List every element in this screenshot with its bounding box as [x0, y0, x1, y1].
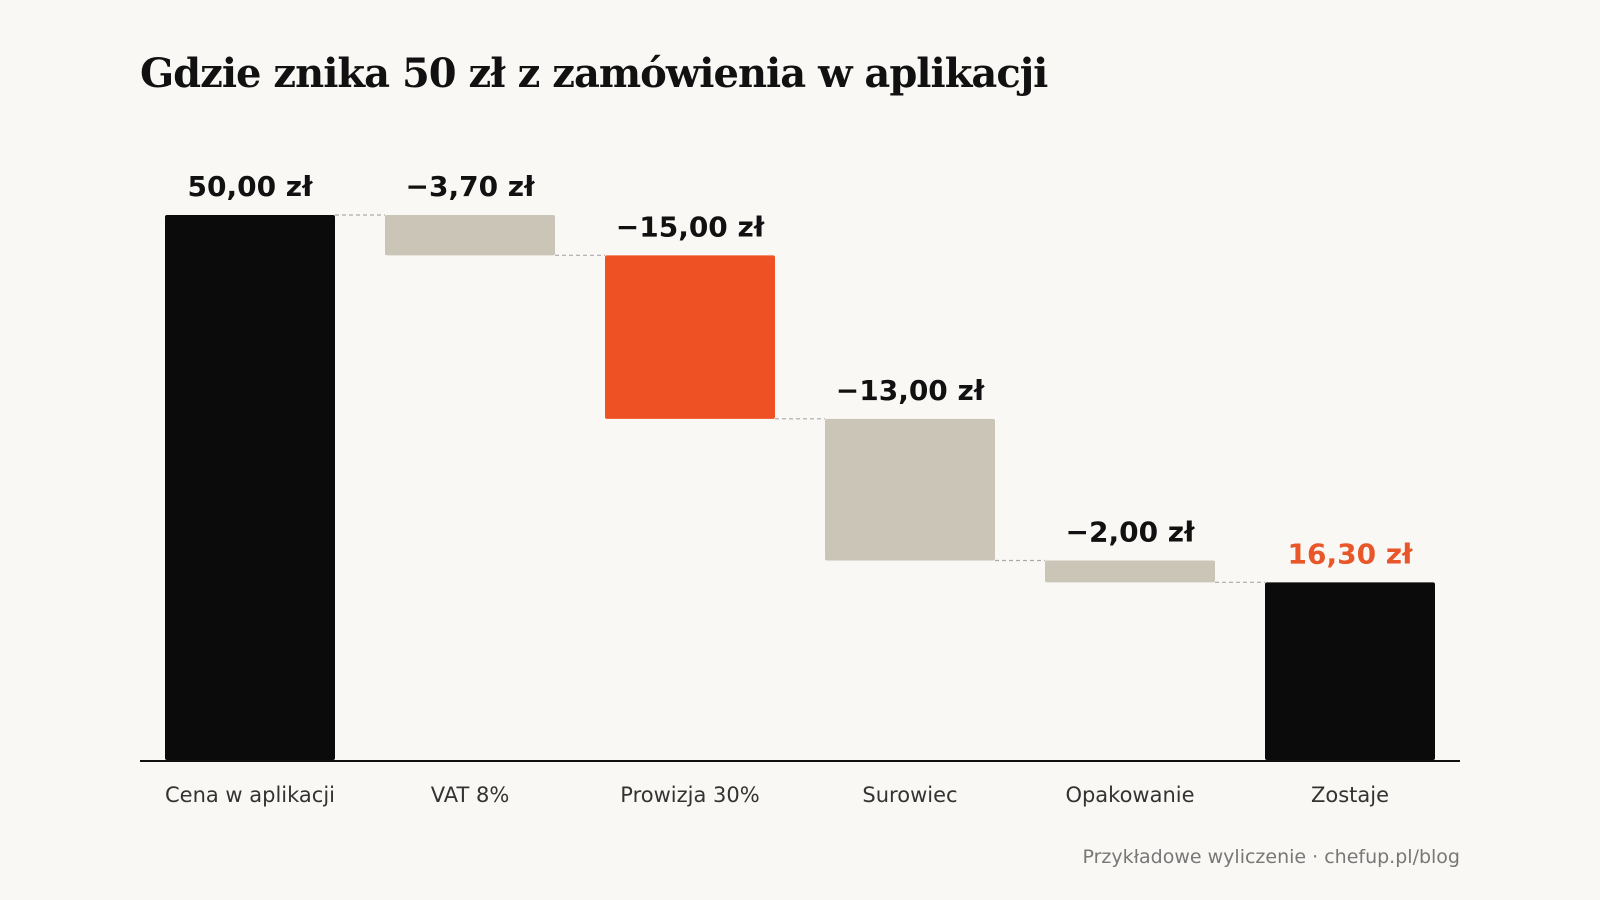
chart-title: Gdzie znika 50 zł z zamówienia w aplikac…	[140, 50, 1048, 97]
value-label: −15,00 zł	[616, 210, 765, 243]
category-label: Prowizja 30%	[620, 783, 759, 807]
bar-zostaje	[1265, 582, 1435, 760]
value-label: 50,00 zł	[187, 170, 313, 203]
category-label: Opakowanie	[1065, 783, 1194, 807]
category-label: VAT 8%	[431, 783, 510, 807]
bar-cena-w-aplikacji	[165, 215, 335, 760]
bar-prowizja-30	[605, 255, 775, 419]
category-label: Cena w aplikacji	[165, 783, 335, 807]
category-label: Zostaje	[1311, 783, 1389, 807]
value-label: −2,00 zł	[1066, 516, 1196, 549]
bar-surowiec	[825, 418, 995, 561]
value-label: 16,30 zł	[1287, 537, 1413, 570]
bar-opakowanie	[1045, 560, 1215, 583]
source-footnote: Przykładowe wyliczenie · chefup.pl/blog	[1082, 846, 1460, 868]
value-label: −13,00 zł	[836, 374, 985, 407]
value-label: −3,70 zł	[406, 170, 536, 203]
bar-vat-8	[385, 215, 555, 256]
category-label: Surowiec	[862, 783, 957, 807]
